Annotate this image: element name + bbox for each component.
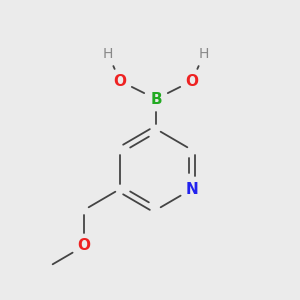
- Text: H: H: [103, 47, 113, 61]
- Text: O: O: [113, 74, 127, 88]
- Text: N: N: [186, 182, 198, 196]
- Text: O: O: [185, 74, 199, 88]
- Text: H: H: [199, 47, 209, 61]
- Text: B: B: [150, 92, 162, 106]
- Text: O: O: [77, 238, 91, 253]
